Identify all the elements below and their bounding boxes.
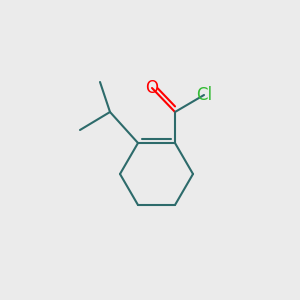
Text: O: O [146,79,158,97]
Text: Cl: Cl [196,86,212,104]
